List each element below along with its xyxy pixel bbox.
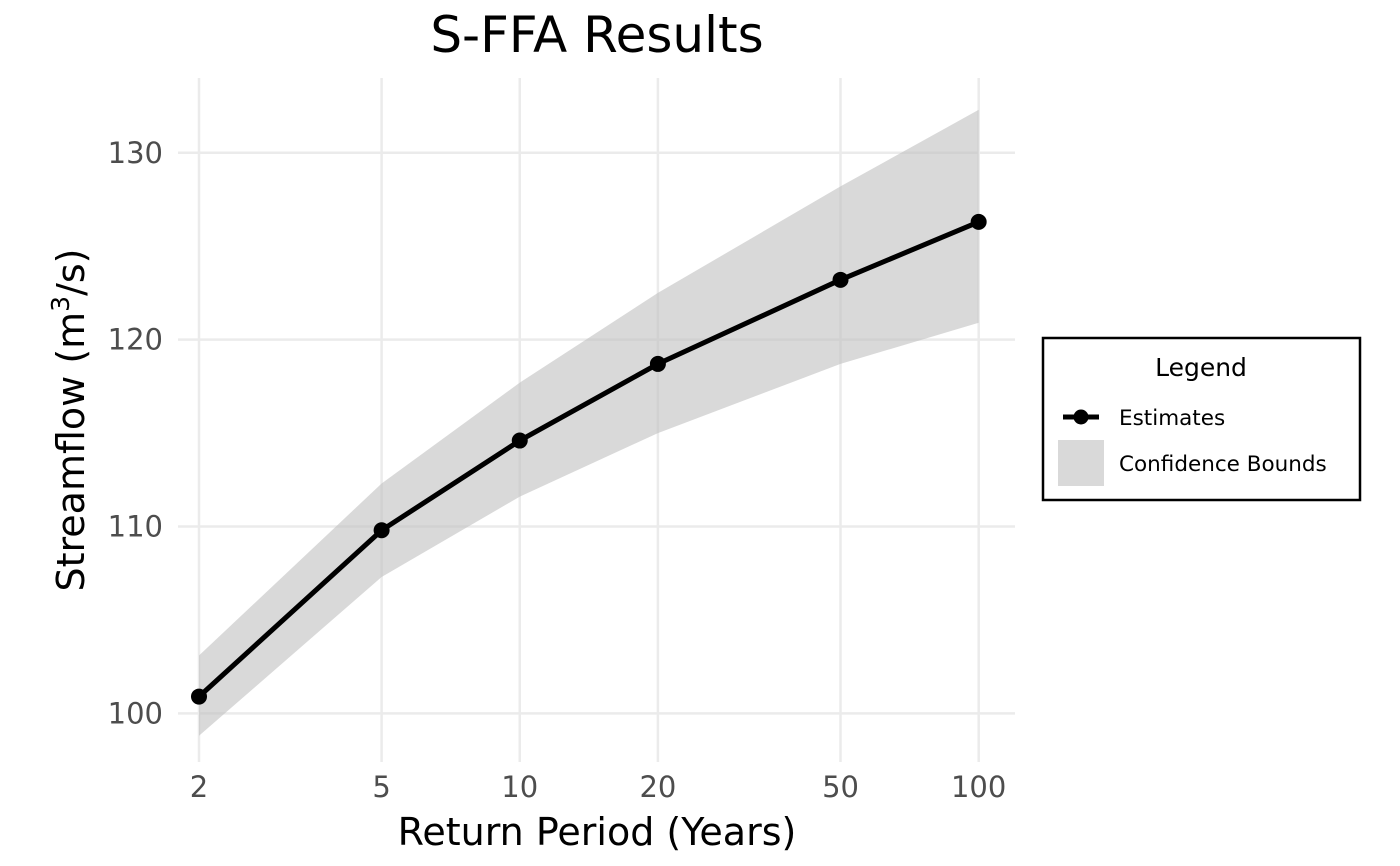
- y-axis-title-main: Streamflow (m: [49, 312, 93, 592]
- y-axis-title-tail: /s): [49, 248, 93, 295]
- y-axis-title-superscript: 3: [46, 296, 75, 312]
- x-tick-label: 10: [501, 770, 538, 804]
- estimates-series-group: [190, 213, 987, 705]
- chart-title: S-FFA Results: [430, 6, 763, 64]
- x-tick-label: 100: [951, 770, 1006, 804]
- y-tick-label: 130: [108, 136, 163, 170]
- x-tick-label: 50: [822, 770, 859, 804]
- legend-key-estimates-point: [1073, 409, 1089, 425]
- legend: Legend Estimates Confidence Bounds: [1041, 336, 1362, 502]
- x-axis-title: Return Period (Years): [398, 810, 797, 854]
- y-tick-label: 100: [108, 696, 163, 730]
- estimate-point: [832, 271, 849, 288]
- estimates-line: [197, 219, 980, 699]
- y-axis-title: Streamflow (m3/s): [46, 248, 93, 591]
- y-tick-label: 120: [108, 323, 163, 357]
- x-tick-label: 5: [372, 770, 390, 804]
- legend-label-estimates: Estimates: [1119, 406, 1225, 431]
- estimate-point: [373, 522, 390, 539]
- x-tick-label: 2: [190, 770, 208, 804]
- estimate-point: [511, 432, 528, 449]
- x-axis-ticks: 2 5 10 20 50 100: [190, 770, 1007, 804]
- estimate-point: [970, 213, 987, 230]
- legend-title: Legend: [1155, 353, 1247, 382]
- legend-key-confidence-bounds: [1058, 440, 1104, 486]
- y-tick-label: 110: [108, 510, 163, 544]
- estimate-point: [649, 355, 666, 372]
- legend-label-confidence-bounds: Confidence Bounds: [1119, 452, 1327, 477]
- estimate-point: [190, 688, 207, 705]
- y-axis-ticks: 100 110 120 130: [108, 136, 163, 731]
- confidence-ribbon-group: [199, 109, 979, 736]
- x-tick-label: 20: [639, 770, 676, 804]
- confidence-bounds-ribbon: [199, 109, 979, 736]
